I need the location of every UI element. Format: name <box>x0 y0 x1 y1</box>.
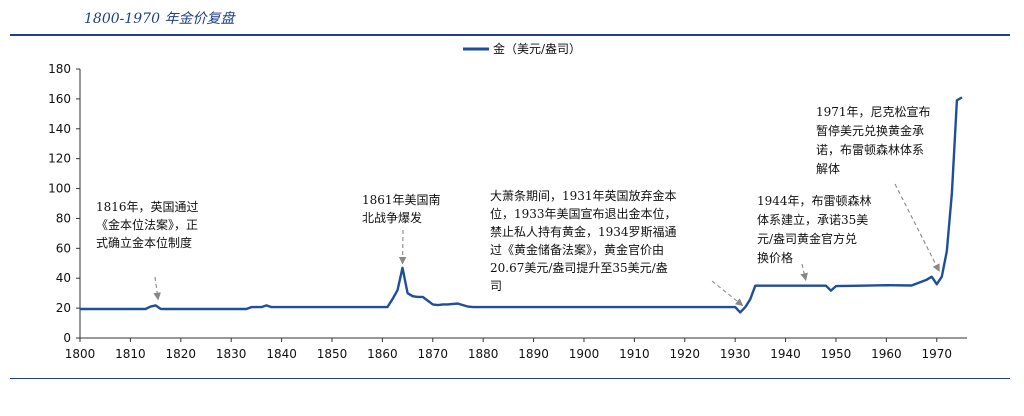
y-tick-label: 20 <box>56 301 71 315</box>
annotation-text: 1861年美国南 <box>362 192 441 207</box>
annotation-arrow <box>800 263 808 281</box>
annotation-text: 禁止私人持有黄金，1934罗斯福通 <box>490 224 677 239</box>
x-tick-label: 1960 <box>871 347 902 361</box>
annotation-text: 1816年，英国通过 <box>96 200 199 214</box>
x-tick-label: 1860 <box>367 347 398 361</box>
annotation-text: 20.67美元/盎司提升至35美元/盎 <box>490 260 668 275</box>
x-tick-label: 1880 <box>468 347 499 361</box>
x-tick-label: 1850 <box>317 347 348 361</box>
y-tick-label: 180 <box>48 62 71 76</box>
annotation-text: 位，1933年美国宣布退出金本位， <box>490 206 677 221</box>
y-tick-label: 160 <box>48 92 71 106</box>
x-tick-label: 1910 <box>619 347 650 361</box>
x-tick-label: 1810 <box>115 347 146 361</box>
chart-title: 1800-1970 年金价复盘 <box>84 11 235 27</box>
series-line <box>80 96 963 314</box>
annotation-text: 解体 <box>816 162 840 176</box>
annotation-text: 司 <box>490 279 502 293</box>
y-tick-label: 120 <box>48 152 71 166</box>
annotation-text: 1971年，尼克松宣布 <box>816 104 931 119</box>
y-tick-label: 40 <box>56 271 71 285</box>
x-tick-label: 1920 <box>669 347 700 361</box>
y-tick-label: 60 <box>56 241 71 255</box>
annotation-text: 换价格 <box>757 250 793 265</box>
x-tick-label: 1840 <box>266 347 297 361</box>
x-tick-label: 1830 <box>216 347 247 361</box>
annotation-text: 诺，布雷顿森林体系 <box>816 142 924 157</box>
y-tick-label: 0 <box>63 331 71 345</box>
x-tick-label: 1940 <box>770 347 801 361</box>
x-tick-label: 1800 <box>65 347 96 361</box>
x-tick-label: 1890 <box>518 347 549 361</box>
annotation-text: 过《黄金储备法案》，黄金官价由 <box>490 242 664 257</box>
annotation-text: 式确立金本位制度 <box>96 235 192 250</box>
x-tick-label: 1930 <box>720 347 751 361</box>
header-rule <box>10 34 1010 36</box>
y-tick-label: 140 <box>48 122 71 136</box>
annotation-arrow <box>711 280 744 307</box>
x-tick-label: 1950 <box>821 347 852 361</box>
annotation-text: 《金本位法案》，正 <box>96 217 198 232</box>
x-tick-label: 1900 <box>569 347 600 361</box>
annotation-arrow <box>894 183 940 272</box>
footer-rule <box>10 378 1010 379</box>
x-tick-label: 1970 <box>921 347 952 361</box>
annotation-text: 1944年，布雷顿森林 <box>757 193 872 208</box>
annotation-text: 大萧条期间，1931年英国放弃金本 <box>490 188 677 203</box>
x-tick-label: 1820 <box>166 347 197 361</box>
x-tick-label: 1870 <box>418 347 449 361</box>
y-tick-label: 80 <box>56 211 71 225</box>
annotation-text: 北战争爆发 <box>362 210 422 225</box>
y-tick-label: 100 <box>48 182 71 196</box>
annotation-text: 体系建立，承诺35美 <box>757 212 868 227</box>
annotation-arrow <box>153 276 161 301</box>
annotation-text: 暂停美元兑换黄金承 <box>816 123 924 138</box>
annotation-text: 元/盎司黄金官方兑 <box>757 231 857 246</box>
legend-label: 金（美元/盎司） <box>493 41 581 56</box>
